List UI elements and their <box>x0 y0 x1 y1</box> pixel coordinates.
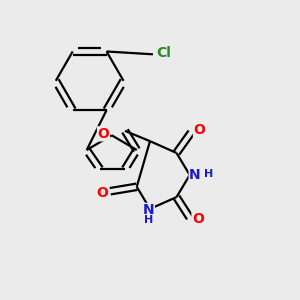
Text: Cl: Cl <box>157 46 172 60</box>
Text: O: O <box>194 123 206 137</box>
Text: H: H <box>144 215 153 225</box>
Text: N: N <box>189 168 201 182</box>
Text: O: O <box>98 127 110 141</box>
Text: O: O <box>192 212 204 226</box>
Text: O: O <box>96 186 108 200</box>
Text: N: N <box>143 203 154 218</box>
Text: H: H <box>204 169 213 179</box>
